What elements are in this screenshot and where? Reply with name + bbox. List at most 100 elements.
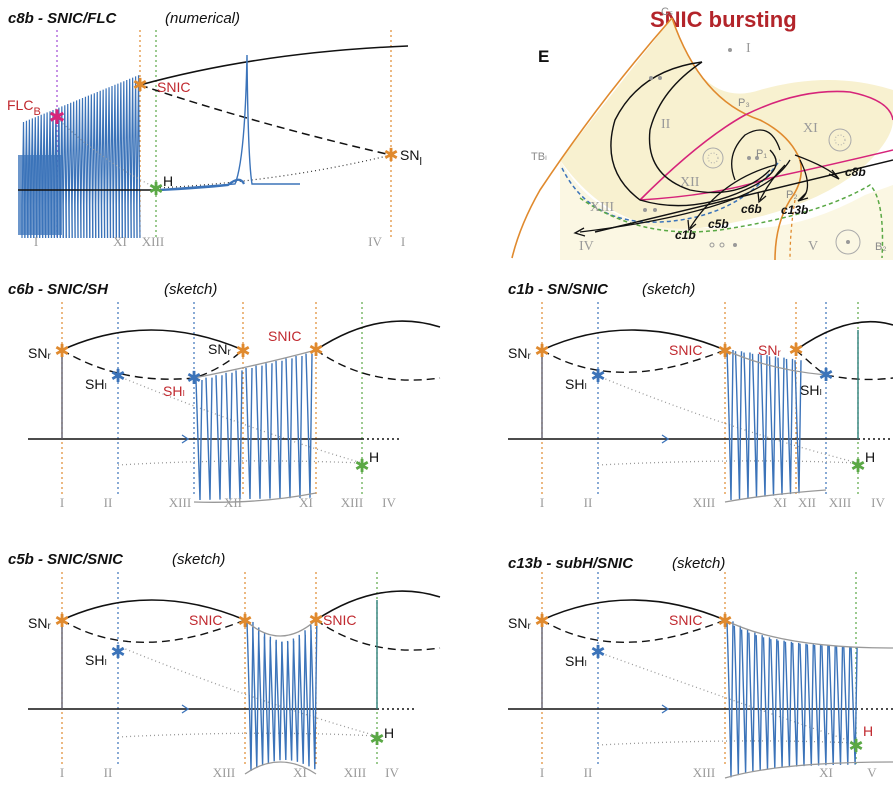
unstable-branch <box>61 619 246 643</box>
portrait-icon <box>846 240 850 244</box>
spike-line <box>245 367 253 500</box>
tick-label: II <box>584 495 593 510</box>
spike-line <box>734 351 743 500</box>
tick-label: IV <box>368 234 382 249</box>
spike-line <box>784 641 793 768</box>
black-line <box>594 159 893 233</box>
label-sh: SHₗ <box>85 652 107 668</box>
burst-envelope <box>193 492 317 503</box>
tick-label: V <box>867 765 877 780</box>
burst-envelope <box>724 761 893 779</box>
sn-marker: ✱ <box>235 341 250 361</box>
spike-line <box>813 644 822 766</box>
portrait-icon <box>835 229 861 255</box>
trajectory-label: c6b <box>741 202 762 216</box>
portrait-dot <box>747 156 751 160</box>
burst-envelope <box>244 619 317 637</box>
region-fill-lower <box>560 160 893 260</box>
tick-label: IV <box>382 495 396 510</box>
single-spike <box>155 54 300 191</box>
stable-branch <box>541 599 726 621</box>
region-label: V <box>808 239 818 254</box>
label-h: H <box>384 725 394 741</box>
tick-label: I <box>540 495 544 510</box>
spike-line <box>799 643 807 767</box>
portrait-dot <box>728 48 732 52</box>
trajectory-label: c8b <box>845 165 866 179</box>
spike-line <box>275 360 283 499</box>
panel-title: c8b - SNIC/FLC <box>8 10 118 27</box>
trajectory-label: c5b <box>708 217 729 231</box>
trajectory-loop-inner <box>648 61 771 194</box>
spike-line <box>225 372 233 500</box>
spike-line <box>101 89 106 239</box>
stable-branch <box>61 329 244 351</box>
spike-line <box>246 621 254 771</box>
tick-label: I <box>401 234 405 249</box>
portrait-icon <box>702 147 724 169</box>
arrow-c5b <box>689 164 776 229</box>
panel-c13b: c13b - subH/SNIC (sketch) ✱✱✱✱SNᵣSHₗSNIC… <box>508 555 893 780</box>
spike-line <box>121 81 126 239</box>
spike-line <box>843 646 851 765</box>
panel-title: c13b - subH/SNIC <box>508 555 634 572</box>
spike-line <box>77 99 82 239</box>
spike-line <box>726 621 734 778</box>
spike-line <box>92 93 97 239</box>
label-sn: SNᵣ <box>28 615 51 631</box>
region-label: II <box>661 117 671 132</box>
spike-line <box>195 379 203 501</box>
unstable-branch <box>61 349 244 380</box>
spike-line <box>751 353 760 498</box>
spike-line <box>828 645 836 766</box>
tick-label: XI <box>819 765 833 780</box>
magenta-curve <box>639 90 893 201</box>
region-label: I <box>746 41 751 56</box>
spike-band-fill <box>18 155 62 235</box>
magenta-lower-curve <box>639 149 893 201</box>
label-sn: SNᵣ <box>508 615 531 631</box>
cs-curve <box>511 17 673 259</box>
hopf-marker: ✱ <box>848 736 863 756</box>
spike-line <box>755 635 763 771</box>
trajectory <box>159 178 246 192</box>
label-snic: SNIC <box>189 612 222 628</box>
spike-line <box>295 355 303 499</box>
spike-line <box>133 76 138 239</box>
label-p2: P₂ <box>786 189 798 201</box>
tick-label: XIII <box>213 765 235 780</box>
hopf-marker: ✱ <box>850 456 865 476</box>
sh-marker: ✱ <box>110 642 125 662</box>
tick-label: II <box>584 765 593 780</box>
spike-line <box>821 645 829 766</box>
spike-line <box>80 97 85 239</box>
hopf-marker: ✱ <box>354 456 369 476</box>
label-cs: Cₛ <box>661 6 673 18</box>
spike-line <box>235 370 243 500</box>
label-b2: B₂ <box>875 241 887 253</box>
panel-c8b: c8b - SNIC/FLC (numerical) ✱ ✱ ✱ ✱ FLCB … <box>7 10 422 249</box>
label-h: H <box>163 173 173 189</box>
spike-line <box>89 94 94 239</box>
spike-line <box>130 77 135 239</box>
panel-c5b: c5b - SNIC/SNIC (sketch) ✱✱✱ ✱✱SNᵣSHₗSNIC… <box>8 551 441 780</box>
arrowhead <box>573 227 586 237</box>
panel-title: c5b - SNIC/SNIC <box>8 551 124 568</box>
label-sn: SNᵣ <box>208 341 231 357</box>
label-h: H <box>863 723 873 739</box>
green-dashed-curve <box>579 184 884 259</box>
dotted-branch <box>597 460 859 466</box>
burst-envelope <box>244 761 317 775</box>
tick-label: XI <box>113 234 127 249</box>
orange-dashed <box>789 199 796 261</box>
unstable-branch <box>541 349 726 373</box>
spike-line <box>777 357 785 495</box>
spike-line <box>292 638 301 762</box>
spike-line <box>285 358 293 499</box>
region-fill <box>560 18 893 229</box>
spike-line <box>205 377 213 500</box>
spike-line <box>726 349 734 501</box>
stable-branch <box>139 45 409 86</box>
